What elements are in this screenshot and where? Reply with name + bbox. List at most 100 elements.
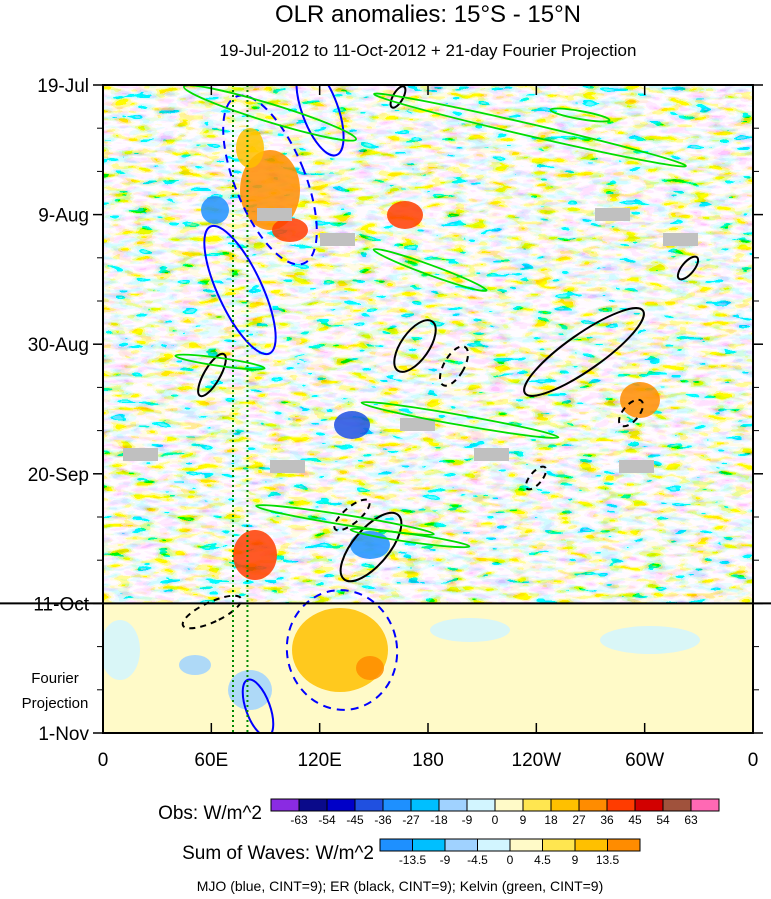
er-contour [524,465,548,491]
obs-colorbar-swatch [522,798,552,812]
obs-colorbar-swatch [410,798,440,812]
er-contour [523,307,645,397]
kelvin-contour [174,353,266,371]
obs-colorbar-tick-label: -45 [346,813,364,827]
obs-colorbar-swatch [494,798,524,812]
obs-colorbar-tick-label: 63 [684,813,698,827]
observed-field [103,85,753,603]
missing-data-boxes [123,208,698,473]
y-tick-label: 30-Aug [28,335,89,356]
obs-colorbar-tick-label: -63 [290,813,308,827]
forecast-label-line2: Projection [22,695,89,712]
anomaly-blob [228,670,272,710]
y-tick-label: 1-Nov [38,724,89,745]
mjo-contour [203,224,277,356]
chart-title: OLR anomalies: 15°S - 15°N [275,1,581,28]
waves-colorbar-swatch [574,838,608,852]
er-contour [389,85,407,109]
obs-colorbar-swatch [550,798,580,812]
anomaly-blob [103,620,140,680]
waves-colorbar-tick-label: -4.5 [467,853,488,867]
waves-colorbar-swatch [477,838,511,852]
obs-colorbar-tick-label: 54 [656,813,670,827]
obs-colorbar-tick-label: -54 [318,813,336,827]
x-tick-label: 120E [297,750,341,771]
x-tick-label: 0 [748,750,759,771]
y-tick-label: 20-Sep [28,465,89,486]
waves-colorbar-tick-label: -13.5 [399,853,427,867]
anomaly-blobs [103,128,700,710]
waves-colorbar-swatch [444,838,478,852]
obs-colorbar-swatch [690,798,720,812]
x-tick-label: 60E [194,750,228,771]
waves-colorbar: -13.5 -9 -4.5 0 4.5 9 13.5 [379,838,641,867]
obs-colorbar-swatch [466,798,496,812]
kelvin-contour [549,107,611,123]
mjo-contour [285,589,399,711]
obs-colorbar-swatch [354,798,384,812]
wave-contours [174,85,700,733]
anomaly-blob [387,201,423,229]
x-tick-label: 60W [625,750,664,771]
kelvin-contour [349,527,471,549]
obs-colorbar-swatch [606,798,636,812]
projection-field [103,603,753,733]
er-contour [197,352,227,398]
mjo-contour [241,678,275,733]
er-contour [339,511,403,583]
obs-colorbar-tick-label: 27 [572,813,586,827]
y-axis: 19-Jul 9-Aug 30-Aug 20-Sep 11-Oct 1-Nov [28,76,763,745]
obs-colorbar-tick-label: 45 [628,813,642,827]
x-tick-label: 0 [98,750,109,771]
kelvin-contour [360,401,560,439]
legend-footer: MJO (blue, CINT=9); ER (black, CINT=9); … [197,878,604,894]
obs-colorbar-swatch [662,798,692,812]
chart-subtitle: 19-Jul-2012 to 11-Oct-2012 + 21-day Four… [220,41,637,60]
waves-colorbar-tick-label: -9 [440,853,451,867]
anomaly-blob [201,196,229,224]
x-axis: 0 60E 120E 180 120W 60W 0 [98,85,759,771]
anomaly-blob [430,618,510,642]
obs-colorbar-tick-label: 0 [492,813,499,827]
kelvin-contour [255,504,435,536]
reference-lines [232,85,249,733]
anomaly-blob [236,128,264,168]
obs-colorbar: -63 -54 -45 -36 -27 -18 -9 0 9 18 27 36 45 54 63 [270,798,720,827]
y-tick-label: 19-Jul [37,76,89,97]
obs-colorbar-swatch [298,798,328,812]
anomaly-blob [600,626,700,654]
er-contour [676,255,700,281]
obs-colorbar-tick-label: -36 [374,813,392,827]
obs-colorbar-tick-label: 9 [520,813,527,827]
y-tick-label: 11-Oct [33,594,89,615]
kelvin-contour [373,92,687,168]
anomaly-blob [356,656,384,680]
waves-colorbar-swatch [542,838,576,852]
waves-colorbar-swatch [379,838,413,852]
obs-colorbar-swatch [326,798,356,812]
er-contour [618,398,644,428]
kelvin-contour [182,85,358,142]
obs-colorbar-tick-label: 18 [544,813,558,827]
obs-colorbar-swatch [438,798,468,812]
anomaly-blob [272,218,308,242]
waves-colorbar-swatch [509,838,543,852]
waves-colorbar-tick-label: 9 [572,853,579,867]
obs-colorbar-swatch [634,798,664,812]
y-tick-label: 9-Aug [38,206,89,227]
waves-colorbar-tick-label: 13.5 [596,853,620,867]
missing-data-box [257,208,292,221]
missing-data-box [663,233,698,246]
obs-colorbar-swatch [578,798,608,812]
anomaly-blob [334,411,370,439]
missing-data-box [270,460,305,473]
missing-data-box [595,208,630,221]
waves-colorbar-swatch [412,838,446,852]
missing-data-box [400,418,435,431]
er-contour [333,498,371,532]
er-contour [393,319,437,373]
missing-data-box [123,448,158,461]
obs-colorbar-tick-label: 36 [600,813,614,827]
waves-colorbar-tick-label: 0 [507,853,514,867]
